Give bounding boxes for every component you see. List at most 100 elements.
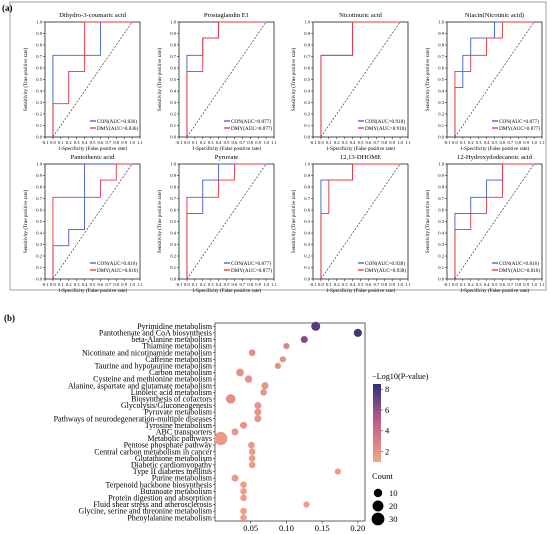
x-tick-label: 1.0	[263, 282, 269, 287]
x-tick-label: 0.8	[113, 282, 119, 287]
x-tick-label: 0.1	[58, 140, 64, 145]
y-tick-label: 0.7	[36, 196, 42, 201]
legend-entry: CON(AUC=0.938)	[365, 260, 405, 267]
pathway-dot	[248, 448, 256, 456]
panel-b-label: (b)	[4, 313, 15, 323]
y-tick-label: 0.8	[170, 43, 176, 48]
pathway-dot	[353, 328, 362, 337]
pathway-dot	[311, 321, 321, 331]
x-tick-label: 0.7	[105, 140, 111, 145]
x-tick-label: 0.6	[366, 140, 372, 145]
legend-entry: CON(AUC=0.816)	[499, 260, 539, 267]
x-tick-label: 1.0	[129, 282, 135, 287]
roc-title: Niacin(Nicotinic acid)	[465, 12, 524, 19]
x-tick-label: 0.8	[247, 140, 253, 145]
pathway-dot	[279, 356, 286, 363]
legend-entry: DMY(AUC=0.918)	[365, 125, 406, 132]
diagonal-reference-line	[52, 21, 133, 138]
x-tick-label: -0.1	[309, 282, 317, 287]
y-tick-label: 0.3	[438, 242, 444, 247]
y-axis-label: Sensitivity (True positive rate)	[22, 190, 29, 254]
x-tick-label: 1.0	[531, 140, 537, 145]
x-tick-label: 0.9	[255, 140, 261, 145]
pathway-dot	[244, 375, 253, 383]
pathway-label: Phenylalanine metabolism	[127, 513, 212, 522]
x-tick-label: 0.2	[334, 282, 340, 287]
pathway-dot	[248, 441, 255, 449]
dot-plot-frame	[214, 322, 366, 522]
pathway-label: beta-Alanine metabolism	[131, 335, 212, 344]
y-tick-label: 0.3	[304, 242, 310, 247]
x-axis-label: 1-Specificity (False positive rate)	[460, 287, 530, 294]
pathway-label: Pyrimidine metabolism	[137, 322, 213, 331]
x-tick-label: 0.7	[239, 140, 245, 145]
x-axis-label: 1-Specificity (False positive rate)	[192, 287, 262, 294]
color-tick-label: 2	[385, 446, 389, 456]
x-tick-label: 0.2	[200, 140, 206, 145]
y-tick-label: 0.5	[170, 219, 176, 224]
x-tick-label: 1.0	[397, 282, 403, 287]
roc-curve-dmy	[320, 21, 401, 137]
size-legend-label: 30	[389, 514, 398, 524]
y-tick-label: 0.0	[36, 277, 42, 282]
pathway-dot	[254, 408, 262, 416]
x-tick-label: 1.0	[397, 140, 403, 145]
pathway-dot	[240, 421, 248, 429]
x-tick-label: -0.1	[309, 140, 317, 145]
x-tick-label: 0.1	[192, 140, 198, 145]
x-tick-label: 0.6	[366, 282, 372, 287]
legend-entry: DMY(AUC=0.877)	[231, 267, 272, 274]
x-tick-label: 0.4	[216, 140, 222, 145]
roc-panel-6: Pyruvate0.00.10.20.30.40.50.60.70.80.91.…	[156, 154, 278, 294]
size-legend-dot	[373, 488, 383, 498]
x-tick-label: -0.1	[41, 282, 49, 287]
x-tick-label: 0.7	[239, 282, 245, 287]
x-axis-label: 1-Specificity (False positive rate)	[460, 145, 530, 152]
y-tick-label: 0.4	[304, 89, 310, 94]
roc-curve-dmy	[186, 163, 267, 279]
y-tick-label: 0.9	[304, 31, 310, 36]
roc-title: Prostaglandin E1	[204, 12, 249, 19]
y-tick-label: 0.0	[304, 277, 310, 282]
y-tick-label: 1.0	[438, 162, 444, 167]
size-legend-dot	[371, 512, 385, 526]
y-tick-label: 0.6	[304, 66, 310, 71]
x-tick-label: 0.7	[507, 282, 513, 287]
y-tick-label: 0.9	[438, 173, 444, 178]
x-tick-label: 0.4	[484, 282, 490, 287]
roc-panel-7: 12,13-DHOME0.00.10.20.30.40.50.60.70.80.…	[290, 154, 412, 294]
y-tick-label: 0.5	[304, 77, 310, 82]
y-tick-label: 1.0	[36, 20, 42, 25]
pathway-label: Pantothenate and CoA biosynthesis	[99, 329, 212, 338]
pathway-dot	[240, 514, 247, 522]
x-tick-label: 0.8	[247, 282, 253, 287]
roc-curve-dmy	[52, 163, 133, 279]
pathway-dot	[231, 428, 239, 436]
y-tick-label: 0.4	[170, 89, 176, 94]
pathway-dot	[254, 415, 262, 423]
pathway-dot	[261, 382, 269, 390]
y-tick-label: 0.8	[170, 185, 176, 190]
y-tick-label: 0.7	[304, 54, 310, 59]
y-tick-label: 0.0	[438, 135, 444, 140]
pathway-label: Pentose phosphate pathway	[124, 441, 212, 450]
x-tick-label: 0.9	[389, 282, 395, 287]
legend-entry: DMY(AUC=0.938)	[365, 267, 406, 274]
y-tick-label: 0.5	[36, 77, 42, 82]
x-tick-label: 0.9	[255, 282, 261, 287]
y-tick-label: 0.5	[438, 219, 444, 224]
legend-entry: DMY(AUC=0.816)	[499, 267, 540, 274]
y-tick-label: 1.0	[36, 162, 42, 167]
y-tick-label: 0.4	[438, 231, 444, 236]
x-tick-label: 1.1	[271, 282, 277, 287]
x-tick-label: 0.6	[98, 140, 104, 145]
pathway-label: Tyrosine metabolism	[145, 421, 213, 430]
diagonal-reference-line	[454, 21, 535, 138]
pathway-label: Type II diabetes mellitus	[133, 467, 212, 476]
y-tick-label: 0.1	[36, 265, 42, 270]
y-axis-label: Sensitivity (True positive rate)	[424, 48, 431, 112]
x-tick-label: 0.6	[232, 282, 238, 287]
pathway-dot	[260, 388, 267, 396]
y-tick-label: 0.9	[304, 173, 310, 178]
x-tick-label: 0.3	[342, 140, 348, 145]
